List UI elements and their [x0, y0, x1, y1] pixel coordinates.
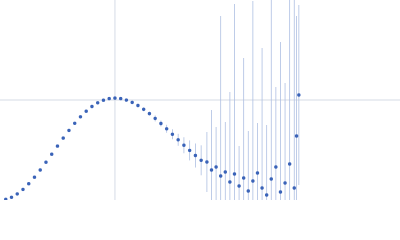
data-point	[107, 96, 111, 101]
data-point	[118, 96, 123, 101]
data-point	[274, 165, 278, 169]
data-point	[182, 143, 186, 147]
data-point	[21, 187, 25, 192]
data-point	[170, 132, 175, 136]
data-point	[67, 128, 71, 133]
data-point	[283, 181, 287, 185]
data-point	[73, 121, 77, 126]
data-point	[294, 134, 299, 138]
data-point	[241, 176, 246, 180]
data-point	[159, 121, 163, 126]
data-point	[101, 98, 106, 102]
data-point	[96, 101, 100, 105]
data-point	[9, 195, 14, 199]
data-point	[199, 158, 203, 162]
data-point	[205, 160, 209, 164]
data-point	[209, 168, 214, 172]
data-point	[232, 172, 237, 176]
data-point	[260, 186, 264, 190]
data-point	[214, 165, 218, 169]
data-point	[44, 160, 48, 164]
data-point	[246, 189, 250, 193]
data-point	[4, 197, 8, 200]
data-point	[292, 186, 296, 190]
data-point	[124, 98, 129, 102]
data-point	[237, 184, 241, 188]
data-point	[297, 93, 301, 97]
data-point	[187, 148, 192, 153]
data-point	[27, 182, 31, 186]
data-point	[130, 100, 134, 105]
data-point	[147, 111, 152, 116]
data-point	[38, 168, 42, 172]
data-point	[278, 190, 283, 194]
data-point	[269, 177, 273, 181]
data-point	[255, 171, 260, 175]
data-point	[164, 127, 169, 131]
data-point	[32, 175, 37, 179]
data-point	[251, 179, 255, 183]
data-point	[176, 138, 180, 142]
data-point	[78, 115, 83, 119]
data-point	[141, 107, 146, 112]
data-point	[50, 152, 54, 156]
data-point	[228, 180, 232, 184]
data-point	[136, 103, 140, 108]
data-point	[193, 153, 198, 158]
data-point	[223, 170, 227, 174]
data-point	[90, 104, 94, 109]
data-point	[264, 193, 269, 197]
data-point	[113, 96, 117, 100]
data-point	[15, 192, 19, 196]
data-point	[61, 136, 65, 140]
data-point	[153, 116, 157, 121]
data-point	[84, 109, 88, 113]
chart	[0, 0, 400, 200]
data-point	[218, 174, 223, 178]
data-point	[55, 144, 60, 148]
data-point	[287, 162, 292, 166]
